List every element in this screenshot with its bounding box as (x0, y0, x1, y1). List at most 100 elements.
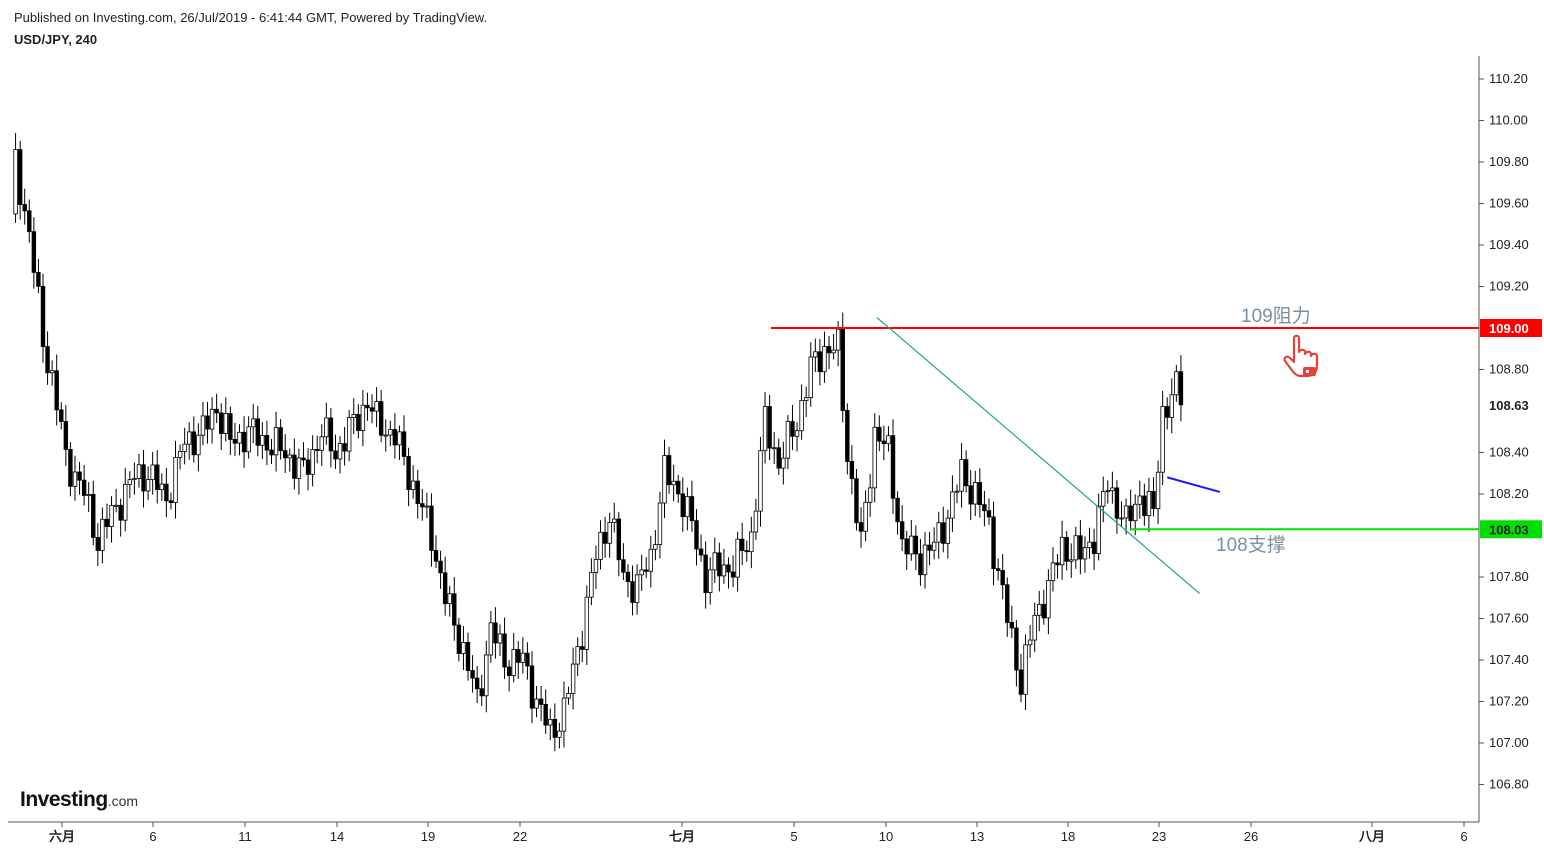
candle-body (740, 538, 745, 551)
candle-body (109, 505, 114, 527)
y-tick-label: 108.80 (1489, 362, 1529, 377)
candle-body (401, 431, 407, 457)
candle-body (45, 346, 50, 374)
price-marker-label: 108.03 (1489, 522, 1529, 537)
candle-body (442, 572, 448, 605)
candle-body (91, 494, 96, 538)
candle-body (246, 426, 251, 453)
candle-body (173, 457, 178, 504)
candle-body (982, 504, 987, 512)
candle-body (269, 449, 274, 456)
symbol-title: USD/JPY, 240 (14, 32, 98, 47)
price-marker-label: 108.63 (1489, 398, 1529, 413)
candle-body (858, 522, 864, 532)
candle-body (72, 471, 78, 487)
candle-body (374, 401, 379, 412)
y-tick-label: 106.80 (1489, 777, 1529, 792)
candle-body (840, 328, 845, 411)
candle-body (1096, 505, 1101, 555)
candle-body (502, 633, 507, 668)
candle-body (187, 431, 192, 445)
candle-body (849, 461, 855, 480)
candle-body (1091, 541, 1097, 555)
candle-body (150, 464, 155, 480)
support-annotation: 108支撑 (1216, 535, 1286, 556)
y-tick-label: 107.80 (1489, 569, 1529, 584)
candle-body (1137, 495, 1142, 505)
candle-body (886, 435, 891, 445)
candle-body (730, 571, 736, 578)
candle-body (662, 455, 667, 504)
candle-body (365, 404, 370, 409)
candle-body (899, 521, 905, 540)
candle-body (913, 535, 919, 555)
candle-body (465, 641, 471, 671)
candle-body (698, 548, 704, 556)
candle-body (1146, 491, 1152, 517)
candle-body (251, 418, 256, 428)
resistance-annotation: 109阻力 (1241, 306, 1311, 327)
candle-body (260, 435, 265, 446)
candle-body (95, 537, 101, 551)
candle-body (548, 718, 553, 726)
candle-body (461, 641, 466, 654)
candle-body (1037, 603, 1042, 616)
candle-body (735, 538, 740, 578)
candle-body (863, 501, 868, 532)
candle-body (346, 417, 352, 452)
candle-body (479, 688, 484, 697)
candle-body (447, 593, 452, 605)
candle-body (625, 571, 631, 583)
x-tick-label: 19 (421, 829, 435, 844)
candle-body (159, 483, 165, 491)
candle-body (543, 703, 548, 726)
descending-trendline (876, 317, 1201, 595)
candle-body (589, 572, 594, 598)
x-tick-label: 26 (1244, 829, 1258, 844)
candle-body (785, 421, 791, 459)
candle-body (209, 408, 215, 430)
candle-body (749, 531, 754, 553)
candle-body (890, 435, 896, 499)
y-tick-label: 107.60 (1489, 611, 1529, 626)
candle-body (598, 531, 603, 560)
candle-body (68, 448, 73, 487)
x-tick-label: 6 (1460, 829, 1467, 844)
y-tick-label: 109.60 (1489, 196, 1529, 211)
x-tick-label: 10 (879, 829, 893, 844)
candle-body (127, 479, 133, 485)
candle-body (314, 449, 320, 451)
candle-body (1059, 536, 1065, 566)
candle-body (1165, 406, 1170, 418)
candle-body (164, 483, 169, 502)
candle-body (817, 351, 823, 373)
candle-body (977, 482, 983, 506)
x-tick-label: 11 (238, 829, 252, 844)
candle-body (881, 440, 887, 445)
candle-body (790, 421, 795, 437)
candle-body (123, 483, 128, 521)
candle-body (854, 478, 859, 524)
candle-body (822, 346, 827, 373)
candle-body (1105, 490, 1110, 493)
candle-body (13, 149, 18, 215)
candle-body (100, 518, 105, 551)
candle-body (767, 406, 772, 449)
candle-body (54, 370, 59, 411)
candle-body (219, 412, 224, 434)
candle-body (113, 504, 119, 507)
candle-body (593, 559, 599, 573)
candle-body (1050, 562, 1056, 581)
candle-body (616, 518, 622, 561)
candle-body (237, 431, 242, 444)
candle-body (936, 522, 941, 543)
candle-body (561, 697, 567, 732)
y-tick-label: 107.00 (1489, 735, 1529, 750)
candle-body (1119, 517, 1124, 520)
candle-body (744, 550, 749, 553)
candle-body (388, 429, 393, 436)
candle-body (538, 698, 544, 705)
candle-body (835, 328, 841, 351)
candle-body (424, 505, 430, 508)
